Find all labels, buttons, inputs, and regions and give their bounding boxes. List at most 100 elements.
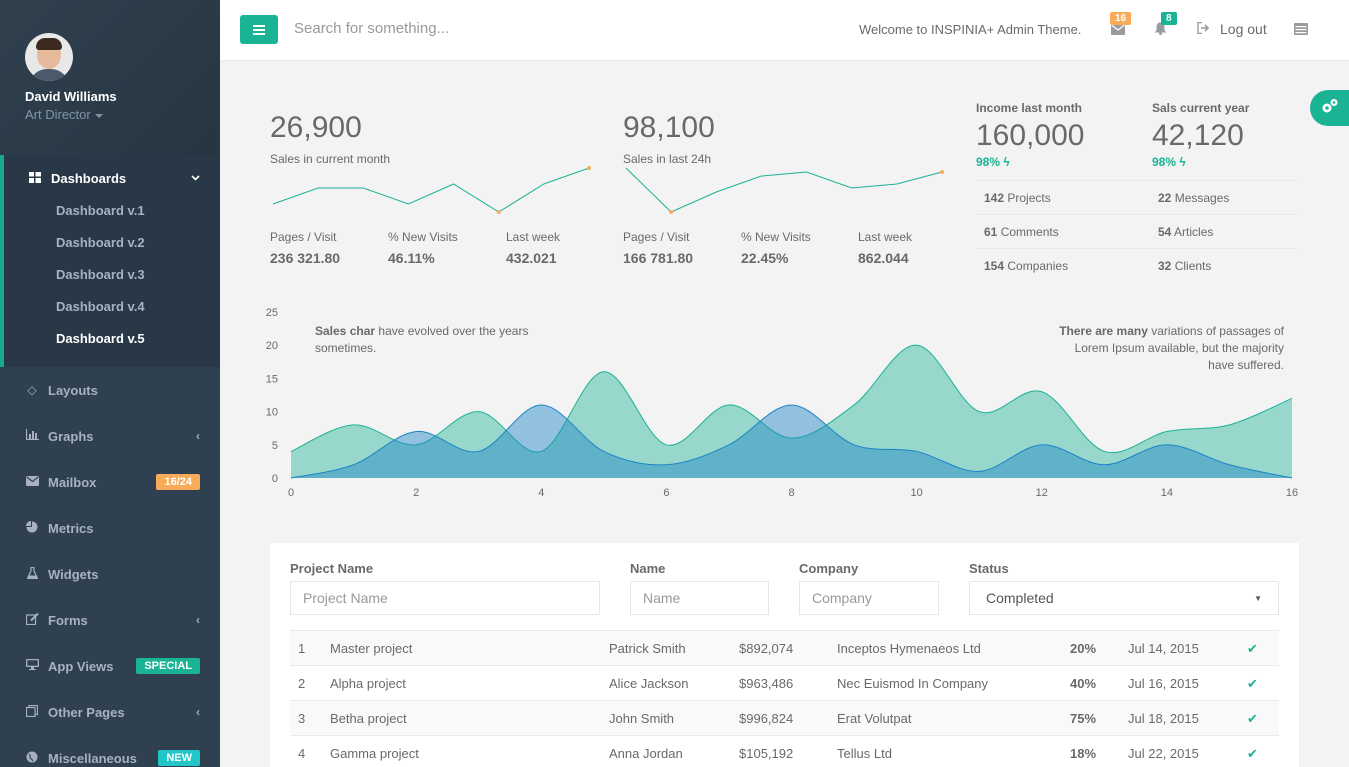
row-company: Inceptos Hymenaeos Ltd <box>837 641 981 656</box>
toggle-sidebar-button[interactable] <box>240 15 278 44</box>
y-tick-label: 5 <box>272 440 278 452</box>
x-tick-label: 2 <box>413 487 419 499</box>
name-input[interactable]: Name <box>630 581 769 615</box>
nav-item-widgets[interactable]: Widgets <box>0 551 220 597</box>
table-row[interactable]: 3 Betha project John Smith $996,824 Erat… <box>290 700 1279 735</box>
sub-item-dashboard-v1[interactable]: Dashboard v.1 <box>56 203 145 218</box>
chevron-left-icon: ‹ <box>196 705 200 719</box>
row-company: Tellus Ltd <box>837 746 892 761</box>
row-index: 2 <box>298 676 306 691</box>
last-week-label: Last week <box>506 230 561 244</box>
avatar[interactable] <box>25 33 73 81</box>
count-label: Articles <box>1174 225 1214 239</box>
x-tick-label: 14 <box>1161 487 1173 499</box>
envelope-icon[interactable] <box>1111 22 1125 38</box>
row-date: Jul 18, 2015 <box>1128 711 1199 726</box>
table-row[interactable]: 1 Master project Patrick Smith $892,074 … <box>290 630 1279 665</box>
sub-item-dashboard-v4[interactable]: Dashboard v.4 <box>56 299 145 314</box>
last-week-value: 432.021 <box>506 250 557 266</box>
diamond-icon: ◇ <box>27 383 37 397</box>
nav-item-label: Layouts <box>48 382 98 398</box>
table-row[interactable]: 2 Alpha project Alice Jackson $963,486 N… <box>290 665 1279 700</box>
count-label: Clients <box>1174 259 1212 273</box>
row-project: Gamma project <box>330 746 419 761</box>
row-index: 1 <box>298 641 306 656</box>
nav-item-other-pages[interactable]: Other Pages ‹ <box>0 689 220 735</box>
messages-count: 22 Messages <box>1158 191 1229 205</box>
files-icon <box>25 704 39 720</box>
nav-item-graphs[interactable]: Graphs ‹ <box>0 413 220 459</box>
count-label: Projects <box>1007 191 1051 205</box>
row-index: 3 <box>298 711 306 726</box>
row-percent: 18% <box>1070 746 1097 761</box>
nav-item-app-views[interactable]: App Views SPECIAL <box>0 643 220 689</box>
pages-visit-label: Pages / Visit <box>270 230 337 244</box>
income-percent-value: 98% <box>976 155 1001 169</box>
logout-label: Log out <box>1220 21 1267 37</box>
project-name-input[interactable]: Project Name <box>290 581 600 615</box>
sales-24h-sparkline <box>625 167 944 214</box>
nav-dashboards-group: Dashboards Dashboard v.1 Dashboard v.2 D… <box>0 155 220 367</box>
comments-count: 61 Comments <box>984 225 1059 239</box>
sparkline-path <box>272 167 590 213</box>
x-tick-label: 6 <box>663 487 669 499</box>
nav-item-mailbox[interactable]: Mailbox 16/24 <box>0 459 220 505</box>
x-tick-label: 8 <box>788 487 794 499</box>
row-amount: $963,486 <box>739 676 794 691</box>
profile-role: Art Director <box>25 107 91 122</box>
nav-item-forms[interactable]: Forms ‹ <box>0 597 220 643</box>
sub-item-dashboard-v2[interactable]: Dashboard v.2 <box>56 235 145 250</box>
nav-item-miscellaneous[interactable]: Miscellaneous NEW <box>0 735 220 767</box>
new-visits-value: 22.45% <box>741 250 789 266</box>
nav-item-metrics[interactable]: Metrics <box>0 505 220 551</box>
projects-panel: Project Name Project Name Name Name Comp… <box>270 543 1299 767</box>
row-project: Alpha project <box>330 676 406 691</box>
income-percent: 98% ϟ <box>976 155 1010 169</box>
y-tick-label: 15 <box>266 373 278 385</box>
chevron-left-icon: ‹ <box>196 613 200 627</box>
company-input[interactable]: Company <box>799 581 939 615</box>
x-tick-label: 0 <box>288 487 294 499</box>
top-navbar: Welcome to INSPINIA+ Admin Theme. 16 8 L… <box>220 0 1349 61</box>
y-tick-label: 25 <box>266 307 278 319</box>
row-index: 4 <box>298 746 306 761</box>
series-0-line <box>290 344 1293 454</box>
new-visits-label: % New Visits <box>388 230 458 244</box>
bolt-icon: ϟ <box>1179 155 1186 169</box>
edit-icon <box>25 612 39 628</box>
nav-item-label: Metrics <box>48 520 94 536</box>
sub-item-dashboard-v3[interactable]: Dashboard v.3 <box>56 267 145 282</box>
chart-note-right: There are many variations of passages of… <box>1054 323 1284 374</box>
income-label: Income last month <box>976 101 1083 115</box>
logout-button[interactable]: Log out <box>1197 21 1267 37</box>
sparkline-min-point <box>669 210 674 214</box>
theme-config-toggle[interactable] <box>1310 90 1349 126</box>
check-icon: ✔ <box>1247 711 1258 726</box>
row-company: Nec Euismod In Company <box>837 676 989 691</box>
tasks-icon[interactable] <box>1294 22 1308 38</box>
table-row[interactable]: 4 Gamma project Anna Jordan $105,192 Tel… <box>290 735 1279 767</box>
row-amount: $105,192 <box>739 746 794 761</box>
mailbox-badge: 16/24 <box>156 474 200 490</box>
search-input[interactable] <box>294 20 594 37</box>
row-percent: 75% <box>1070 711 1097 726</box>
status-select[interactable]: Completed ▼ <box>969 581 1279 615</box>
count-label: Comments <box>1000 225 1059 239</box>
row-name: Anna Jordan <box>609 746 683 761</box>
bell-icon[interactable] <box>1154 22 1167 38</box>
income-value: 160,000 <box>976 119 1085 152</box>
gears-icon <box>1321 98 1339 119</box>
nav-item-layouts[interactable]: ◇ Layouts <box>0 367 220 413</box>
chart-note-left: Sales char have evolved over the years s… <box>315 323 575 357</box>
sales-year-label: Sals current year <box>1152 101 1250 115</box>
sub-item-dashboard-v5[interactable]: Dashboard v.5 <box>56 331 145 346</box>
bolt-icon: ϟ <box>1003 155 1010 169</box>
envelope-icon <box>25 475 39 489</box>
count-label: Messages <box>1174 191 1230 205</box>
profile-role-dropdown[interactable]: Art Director <box>25 107 220 122</box>
pages-visit-value: 236 321.80 <box>270 250 341 266</box>
nav-item-dashboards[interactable]: Dashboards <box>4 161 220 195</box>
new-badge: NEW <box>158 750 200 766</box>
nav-item-label: Graphs <box>48 428 94 444</box>
nav-item-label: Mailbox <box>48 474 97 490</box>
